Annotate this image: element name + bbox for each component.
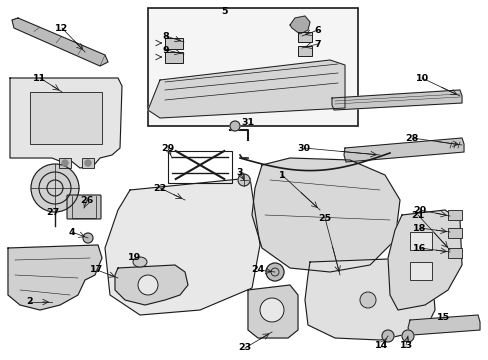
Text: 2: 2 xyxy=(27,297,33,306)
Text: 5: 5 xyxy=(221,6,228,15)
Text: 3: 3 xyxy=(236,167,243,176)
Bar xyxy=(30,92,102,144)
Bar xyxy=(409,232,431,250)
Text: 23: 23 xyxy=(238,343,251,352)
Bar xyxy=(447,210,461,220)
Circle shape xyxy=(83,233,93,243)
Ellipse shape xyxy=(133,257,147,267)
Bar xyxy=(148,8,357,126)
Text: 17: 17 xyxy=(90,266,103,274)
Text: 22: 22 xyxy=(153,184,166,193)
Text: 21: 21 xyxy=(410,211,424,220)
FancyBboxPatch shape xyxy=(67,195,101,219)
Polygon shape xyxy=(305,258,434,340)
Polygon shape xyxy=(247,285,297,338)
Text: 7: 7 xyxy=(314,40,321,49)
Text: 30: 30 xyxy=(297,144,310,153)
Circle shape xyxy=(229,121,240,131)
Circle shape xyxy=(401,330,413,342)
Text: 16: 16 xyxy=(412,243,426,252)
Text: 28: 28 xyxy=(405,134,418,143)
Text: 25: 25 xyxy=(318,213,331,222)
Text: 18: 18 xyxy=(412,224,426,233)
Polygon shape xyxy=(343,138,463,162)
Circle shape xyxy=(381,330,393,342)
Text: 6: 6 xyxy=(314,26,321,35)
Text: 4: 4 xyxy=(68,228,75,237)
Bar xyxy=(409,262,431,280)
Circle shape xyxy=(359,292,375,308)
Bar xyxy=(447,248,461,258)
Circle shape xyxy=(138,275,158,295)
Polygon shape xyxy=(148,60,345,118)
Circle shape xyxy=(62,160,68,166)
Polygon shape xyxy=(115,265,187,305)
Text: 29: 29 xyxy=(161,144,174,153)
Bar xyxy=(297,32,311,42)
Circle shape xyxy=(265,263,284,281)
Text: 10: 10 xyxy=(415,73,427,82)
Bar xyxy=(59,158,71,168)
Text: 14: 14 xyxy=(375,341,388,350)
Polygon shape xyxy=(331,90,461,110)
Text: 13: 13 xyxy=(399,341,412,350)
Text: 9: 9 xyxy=(163,45,169,54)
Circle shape xyxy=(85,160,91,166)
Text: 11: 11 xyxy=(33,73,46,82)
Text: 24: 24 xyxy=(251,266,264,274)
Text: 12: 12 xyxy=(55,23,68,32)
Polygon shape xyxy=(105,178,260,315)
Circle shape xyxy=(238,174,249,186)
Bar xyxy=(297,46,311,56)
Text: 15: 15 xyxy=(436,314,448,323)
Polygon shape xyxy=(251,158,399,272)
Polygon shape xyxy=(387,210,461,310)
Circle shape xyxy=(260,298,284,322)
Polygon shape xyxy=(12,18,108,66)
Bar xyxy=(82,158,94,168)
Circle shape xyxy=(31,164,79,212)
Bar xyxy=(164,38,183,49)
Text: 8: 8 xyxy=(163,32,169,41)
Text: 1: 1 xyxy=(278,171,285,180)
Polygon shape xyxy=(8,245,102,310)
Text: 31: 31 xyxy=(241,117,254,126)
Polygon shape xyxy=(10,78,122,168)
Bar xyxy=(148,8,357,126)
Text: 19: 19 xyxy=(128,253,142,262)
Text: 20: 20 xyxy=(412,206,426,215)
Polygon shape xyxy=(289,16,309,34)
Bar xyxy=(447,228,461,238)
Text: 26: 26 xyxy=(80,195,93,204)
Polygon shape xyxy=(407,315,479,335)
Text: 27: 27 xyxy=(46,207,60,216)
Bar xyxy=(164,52,183,63)
